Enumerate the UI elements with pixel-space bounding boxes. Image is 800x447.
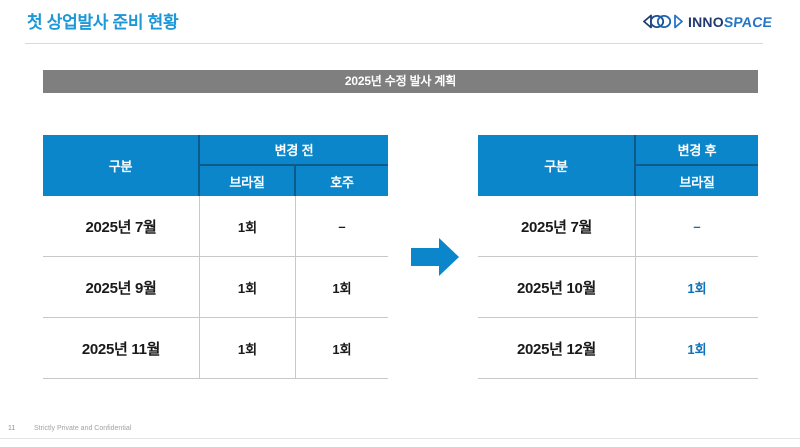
table-cell: – (635, 196, 758, 257)
table-row-label: 2025년 10월 (478, 257, 635, 318)
innospace-chain-icon (643, 14, 683, 29)
table-cell: 1회 (635, 257, 758, 318)
table-row-label: 2025년 11월 (43, 318, 199, 379)
right-arrow-icon (411, 238, 459, 276)
after-header-gubun: 구분 (478, 135, 634, 196)
page-title: 첫 상업발사 준비 현황 (27, 13, 179, 32)
after-header-group: 변경 후 (636, 135, 758, 164)
after-table: 구분 변경 후 브라질 2025년 7월 – 2025년 10월 1회 2025… (478, 135, 758, 379)
confidential-note: Strictly Private and Confidential (34, 425, 132, 432)
after-header-brazil: 브라질 (636, 166, 758, 196)
after-table-body: 2025년 7월 – 2025년 10월 1회 2025년 12월 1회 (478, 196, 758, 379)
before-header-australia: 호주 (296, 166, 388, 196)
section-banner: 2025년 수정 발사 계획 (43, 70, 758, 93)
title-divider (25, 43, 763, 44)
table-cell: 1회 (635, 318, 758, 379)
before-header-group: 변경 전 (200, 135, 388, 164)
before-table-header: 구분 변경 전 브라질 호주 (43, 135, 388, 196)
table-cell: – (295, 196, 388, 257)
table-row-label: 2025년 7월 (43, 196, 199, 257)
table-row-label: 2025년 9월 (43, 257, 199, 318)
before-header-brazil: 브라질 (200, 166, 294, 196)
table-cell: 1회 (199, 196, 295, 257)
before-table: 구분 변경 전 브라질 호주 2025년 7월 1회 – 2025년 9월 1회… (43, 135, 388, 379)
table-cell: 1회 (295, 257, 388, 318)
table-cell: 1회 (295, 318, 388, 379)
table-row-label: 2025년 7월 (478, 196, 635, 257)
page-number: 11 (8, 425, 16, 432)
table-cell: 1회 (199, 257, 295, 318)
logo-text-inno: INNO (687, 13, 724, 30)
table-cell: 1회 (199, 318, 295, 379)
logo-wordmark: INNOSPACE (687, 13, 773, 30)
logo-text-space: SPACE (722, 13, 773, 30)
before-header-gubun: 구분 (43, 135, 198, 196)
before-table-body: 2025년 7월 1회 – 2025년 9월 1회 1회 2025년 11월 1… (43, 196, 388, 379)
table-row-label: 2025년 12월 (478, 318, 635, 379)
after-table-header: 구분 변경 후 브라질 (478, 135, 758, 196)
bottom-divider (0, 438, 800, 439)
innospace-logo: INNOSPACE (643, 13, 773, 30)
